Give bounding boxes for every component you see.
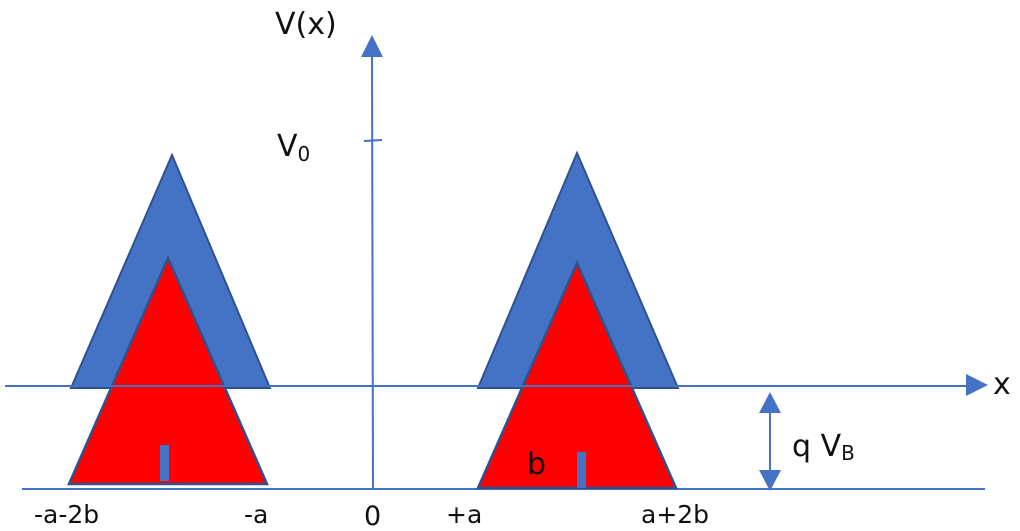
y-axis-label: V(x) — [275, 7, 337, 42]
right-center-marker — [577, 452, 586, 488]
bias-arrow-up-icon — [759, 392, 781, 413]
bias-subscript: B — [841, 441, 855, 465]
bias-label: q VB — [792, 429, 855, 465]
x-axis-arrow-icon — [966, 374, 988, 396]
left-center-marker — [160, 445, 169, 481]
tick-neg-a: -a — [244, 500, 268, 529]
v0-tick — [363, 139, 383, 142]
tick-zero: 0 — [364, 501, 381, 531]
tick-a-plus-2b: a+2b — [641, 500, 709, 529]
v0-label: V0 — [277, 129, 310, 166]
tick-neg-a-minus-2b: -a-2b — [34, 500, 99, 529]
y-axis-arrow-icon — [361, 35, 383, 57]
x-axis-label: x — [993, 367, 1011, 402]
width-label: b — [527, 447, 546, 482]
tick-pos-a: +a — [446, 500, 482, 529]
y-axis — [371, 54, 374, 491]
left-barrier-red — [67, 254, 269, 486]
v0-subscript: 0 — [298, 142, 311, 166]
bias-arrow-down-icon — [759, 470, 781, 491]
